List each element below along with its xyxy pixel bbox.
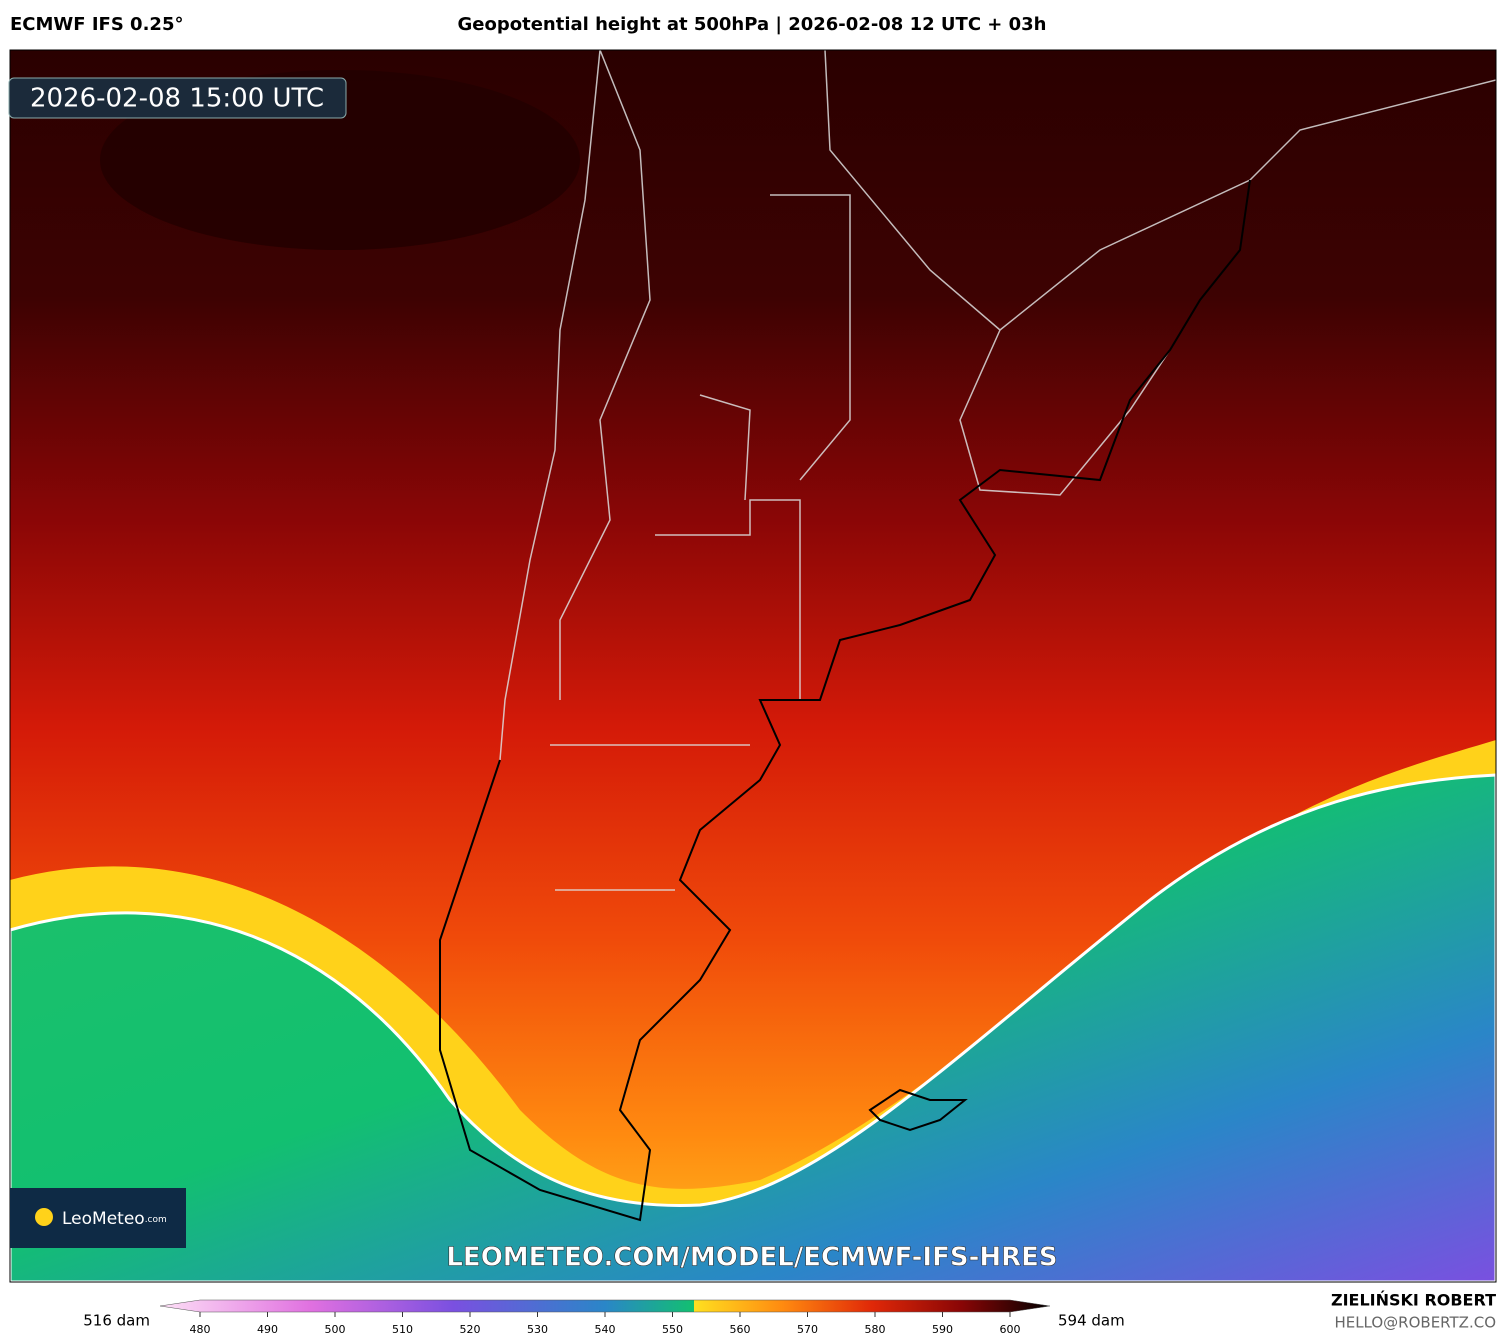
colorbar-tick-label: 530 xyxy=(527,1323,548,1336)
logo: LeoMeteo.com xyxy=(62,1209,167,1229)
colorbar-tick-label: 540 xyxy=(595,1323,616,1336)
height-field xyxy=(10,50,1496,1282)
author: ZIELIŃSKI ROBERT xyxy=(1331,1291,1496,1310)
map-title: Geopotential height at 500hPa | 2026-02-… xyxy=(457,14,1046,35)
colorbar-tick-label: 510 xyxy=(392,1323,413,1336)
logo-suffix: .com xyxy=(145,1215,167,1225)
colorbar-tick-label: 580 xyxy=(865,1323,886,1336)
colorbar xyxy=(159,1299,1051,1313)
colorbar-ticks: 480 490 500 510 520 530 540 550 560 570 580 590 600 xyxy=(190,1312,1021,1336)
colorbar-tick-label: 480 xyxy=(190,1323,211,1336)
islands xyxy=(868,1088,968,1132)
colorbar-tick-label: 500 xyxy=(325,1323,346,1336)
colorbar-tick-label: 560 xyxy=(730,1323,751,1336)
colorbar-tick-label: 590 xyxy=(932,1323,953,1336)
logo-sun xyxy=(35,1208,53,1226)
timestamp-box xyxy=(8,77,347,119)
email: HELLO@ROBERTZ.CO xyxy=(1334,1314,1496,1332)
colorbar-tick-label: 490 xyxy=(257,1323,278,1336)
timestamp: 2026-02-08 15:00 UTC xyxy=(30,84,324,114)
colorbar-tick-label: 600 xyxy=(1000,1323,1021,1336)
model-label: ECMWF IFS 0.25° xyxy=(10,14,183,35)
colorbar-tick-label: 550 xyxy=(662,1323,683,1336)
watermark: LEOMETEO.COM/MODEL/ECMWF-IFS-HRES xyxy=(446,1243,1057,1273)
borders xyxy=(499,50,1496,891)
colorbar-tick-label: 570 xyxy=(797,1323,818,1336)
logo-name: LeoMeteo xyxy=(62,1209,145,1229)
coastline xyxy=(439,179,1251,1222)
colorbar-max-label: 594 dam xyxy=(1058,1312,1125,1330)
colorbar-tick-label: 520 xyxy=(460,1323,481,1336)
colorbar-min-label: 516 dam xyxy=(83,1312,150,1330)
